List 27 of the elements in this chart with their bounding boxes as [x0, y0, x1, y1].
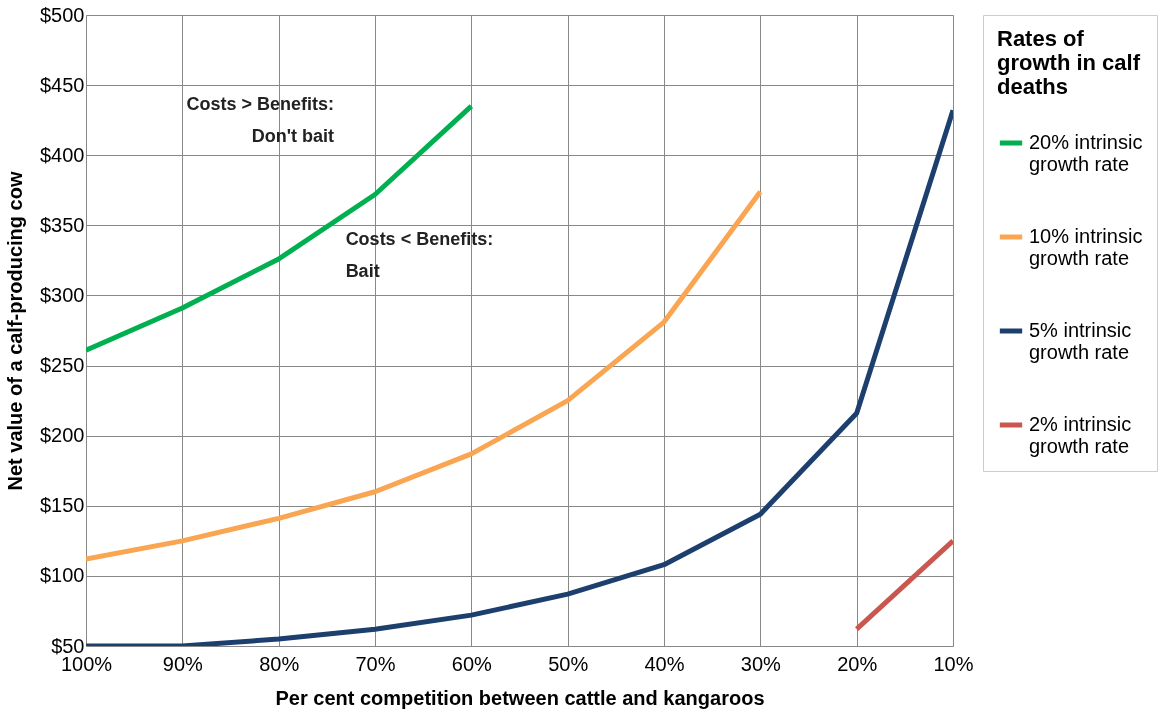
x-tick-label: 20%: [837, 652, 878, 675]
y-tick-label: $350: [40, 213, 85, 236]
x-tick-label: 40%: [644, 652, 685, 675]
legend-title: Rates of growth in calf deaths: [997, 26, 1141, 99]
x-tick-label: 50%: [548, 652, 589, 675]
annotation: Costs < Benefits: Bait: [345, 229, 494, 281]
legend-label: 5% intrinsic growth rate: [1029, 319, 1132, 363]
x-tick-label: 60%: [451, 652, 493, 675]
x-tick-label: 30%: [740, 652, 782, 675]
x-tick-label: 80%: [259, 652, 300, 675]
x-axis-title: Per cent competition between cattle and kangaroos: [275, 686, 765, 709]
y-tick-label: $500: [40, 3, 85, 26]
legend-label: 2% intrinsic growth rate: [1029, 413, 1132, 457]
y-tick-label: $150: [40, 494, 85, 517]
y-tick-label: $200: [40, 424, 85, 447]
legend-label: 10% intrinsic growth rate: [1029, 225, 1143, 269]
y-tick-label: $100: [40, 564, 85, 587]
annotation: Costs > Benefits: Don't bait: [186, 94, 335, 146]
x-tick-label: 10%: [933, 652, 974, 675]
y-tick-label: $400: [40, 143, 85, 166]
y-tick-label: $300: [40, 283, 85, 306]
x-tick-label: 70%: [355, 652, 396, 675]
x-tick-label: 90%: [162, 652, 204, 675]
y-axis-title: Net value of a calf-producing cow: [4, 171, 27, 491]
y-tick-label: $250: [40, 354, 85, 377]
y-tick-label: $450: [40, 73, 85, 96]
legend-label: 20% intrinsic growth rate: [1029, 131, 1143, 175]
